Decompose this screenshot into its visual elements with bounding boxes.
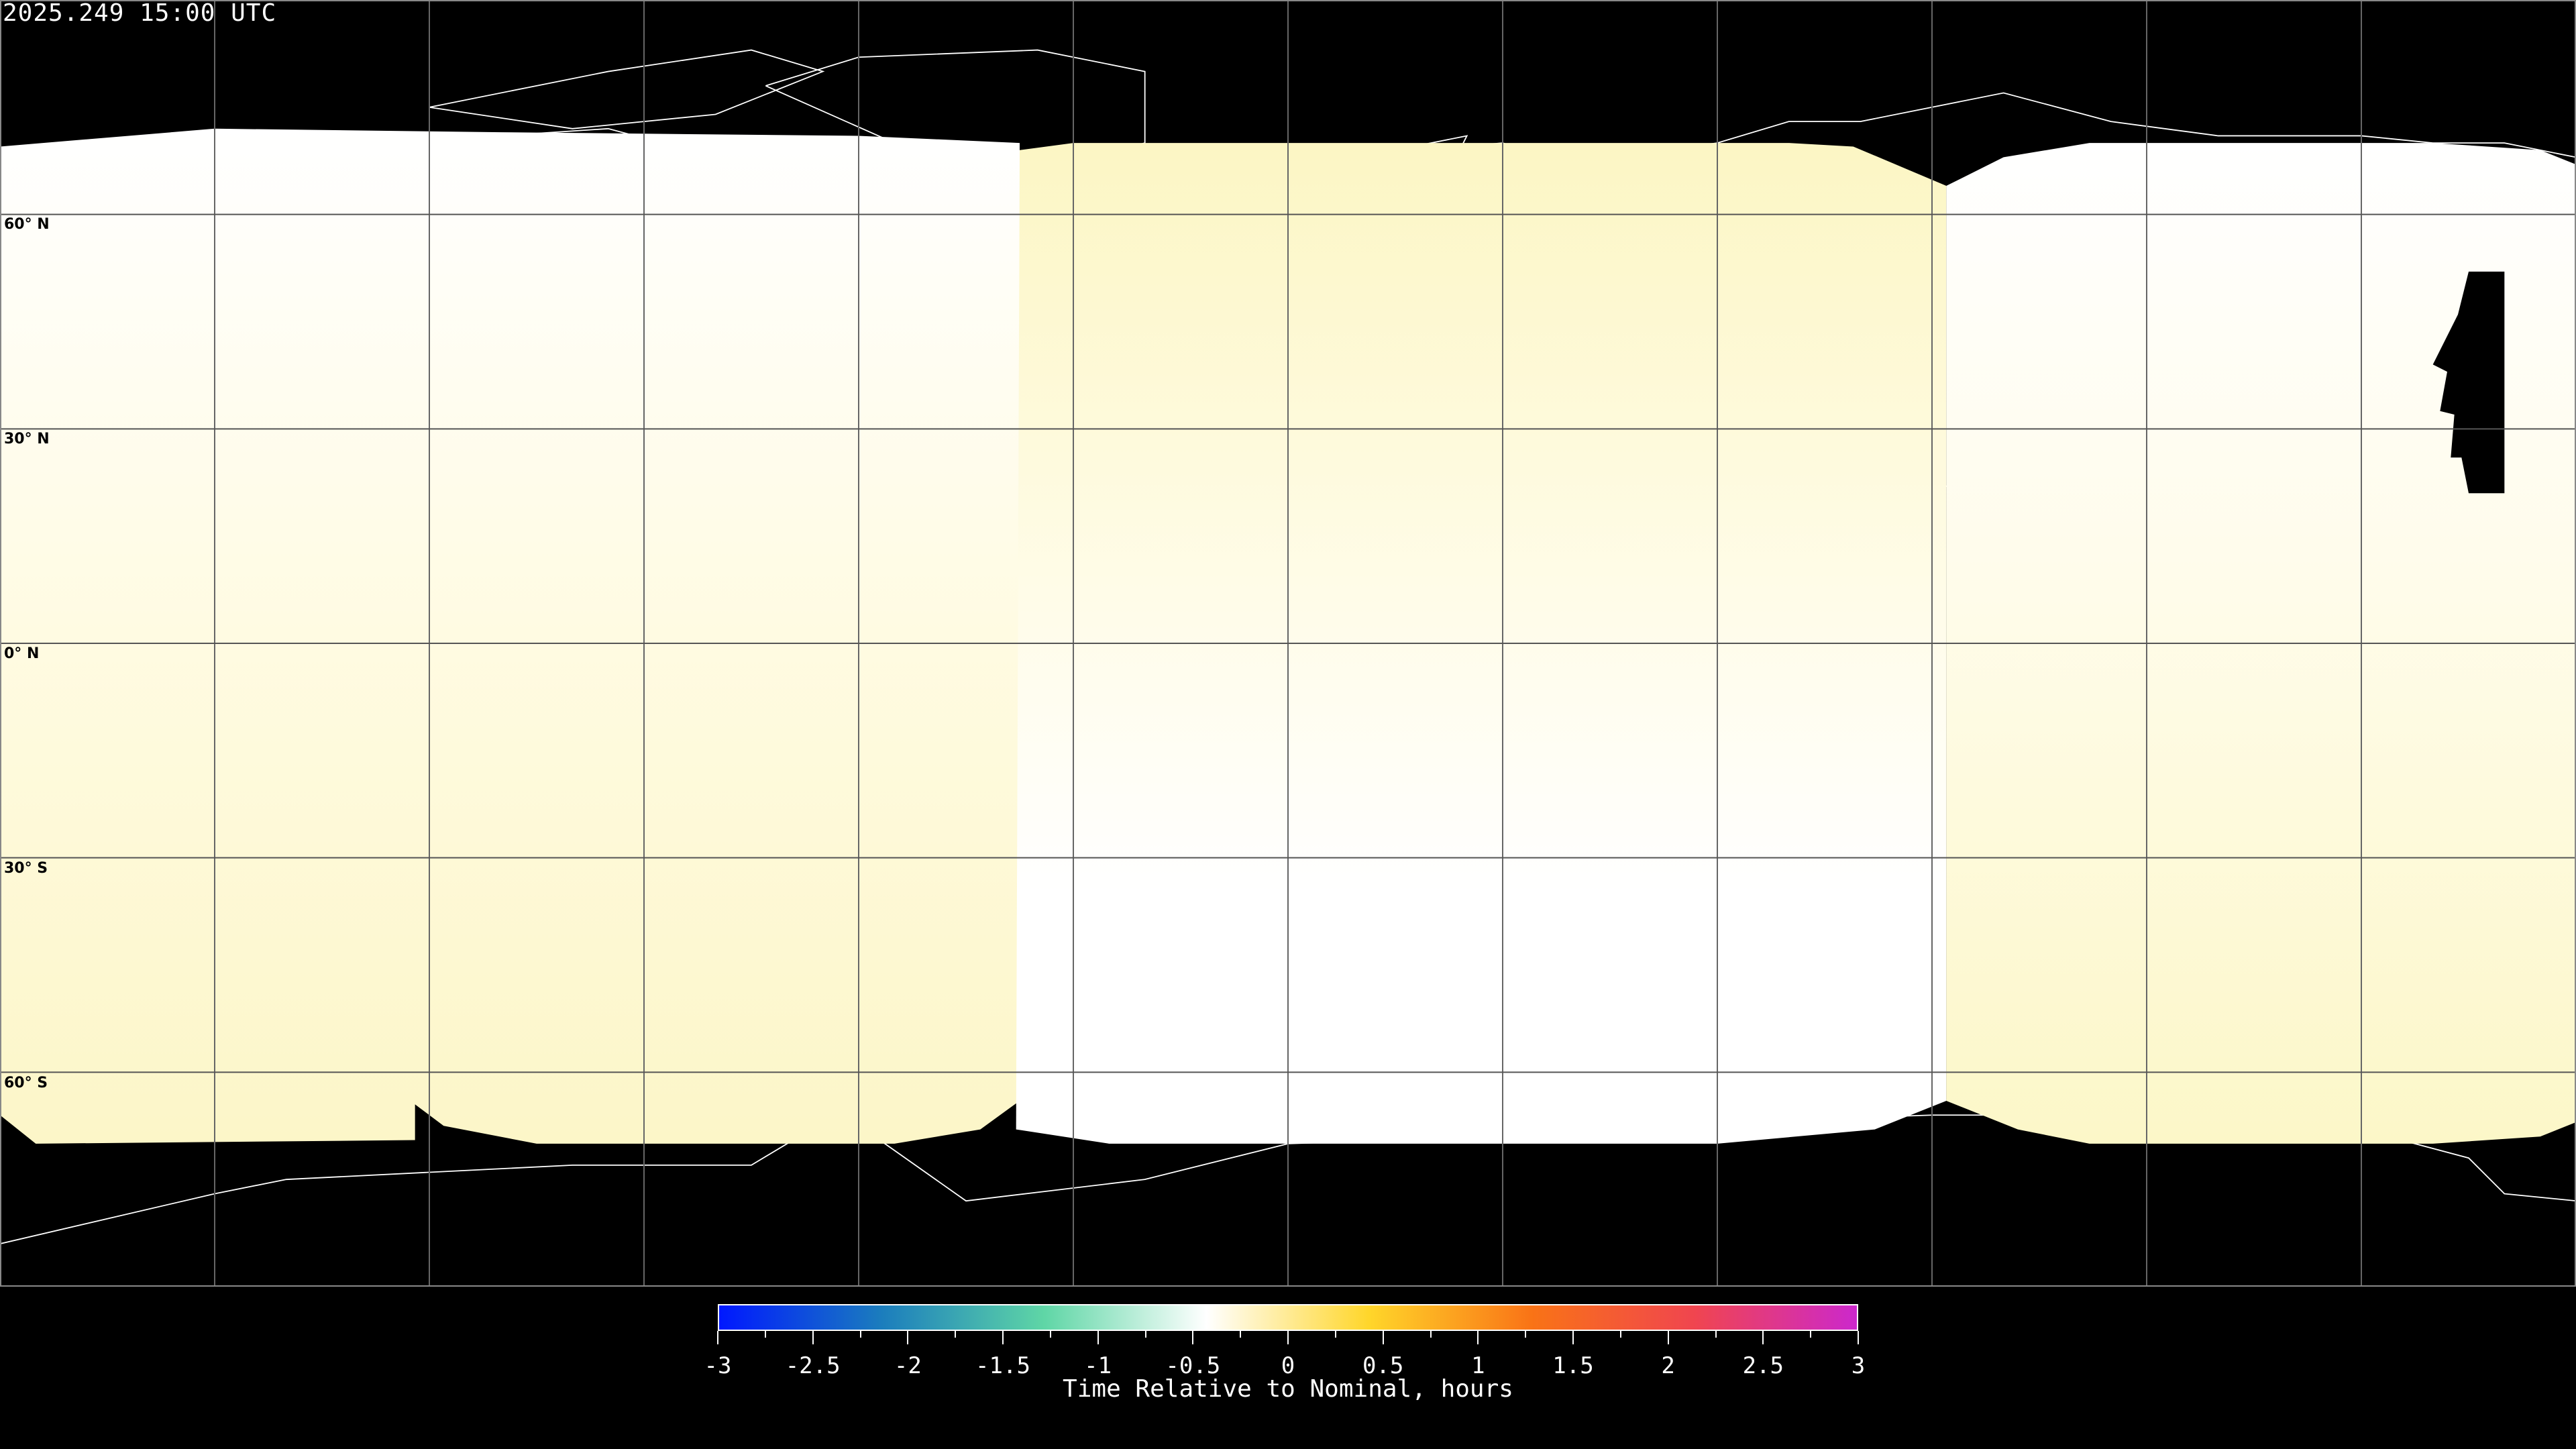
colorbar-tick: [1382, 1331, 1384, 1344]
lat-label-0n: 0° N: [4, 645, 40, 662]
lat-label-30n: 30° N: [4, 431, 50, 447]
coverage-west: [0, 128, 1020, 1144]
colorbar-tick: [764, 1331, 766, 1338]
colorbar-tick-label: 2: [1661, 1352, 1675, 1379]
colorbar-tick-label: -1.5: [975, 1352, 1030, 1379]
colorbar-tick-label: -2: [894, 1352, 922, 1379]
colorbar-tick: [1667, 1331, 1669, 1344]
world-map: [0, 0, 2576, 1287]
colorbar-tick-label: -1: [1084, 1352, 1112, 1379]
lat-label-60s: 60° S: [4, 1075, 48, 1091]
colorbar-tick: [812, 1331, 814, 1344]
graticule: [0, 0, 2576, 1287]
colorbar-tick: [1572, 1331, 1574, 1344]
colorbar-tick-label: 0.5: [1362, 1352, 1404, 1379]
colorbar-tick: [955, 1331, 957, 1338]
colorbar-tick: [1192, 1331, 1194, 1344]
colorbar-tick-label: -2.5: [785, 1352, 841, 1379]
colorbar-tick: [1858, 1331, 1859, 1344]
coastline-canadian-arctic: [429, 50, 823, 129]
colorbar-label: Time Relative to Nominal, hours: [1063, 1375, 1513, 1403]
colorbar-tick-label: 2.5: [1742, 1352, 1784, 1379]
colorbar-tick: [1144, 1331, 1146, 1338]
colorbar-tick: [1334, 1331, 1336, 1338]
colorbar-ticks: [717, 1331, 1859, 1358]
colorbar-tick-label: 3: [1851, 1352, 1866, 1379]
colorbar-tick-label: -0.5: [1165, 1352, 1221, 1379]
colorbar-tick: [907, 1331, 909, 1344]
colorbar-tick: [1049, 1331, 1051, 1338]
colorbar-tick: [1430, 1331, 1432, 1338]
colorbar-tick: [1715, 1331, 1717, 1338]
colorbar-tick: [1287, 1331, 1289, 1344]
no-data-gap: [2432, 271, 2505, 494]
timestamp-title: 2025.249 15:00 UTC: [3, 0, 277, 27]
colorbar-tick: [1525, 1331, 1527, 1338]
lat-label-60n: 60° N: [4, 216, 50, 233]
colorbar-tick-label: -3: [704, 1352, 732, 1379]
colorbar-tick: [1240, 1331, 1242, 1338]
colorbar-tick: [1762, 1331, 1764, 1344]
coastline-canadian-arctic: [429, 50, 823, 129]
colorbar-tick-label: 1.5: [1552, 1352, 1594, 1379]
colorbar-tick-label: 0: [1281, 1352, 1295, 1379]
colorbar: [718, 1304, 1858, 1331]
colorbar-tick: [1810, 1331, 1812, 1338]
colorbar-tick: [859, 1331, 861, 1338]
colorbar-tick: [1477, 1331, 1479, 1344]
colorbar-tick: [717, 1331, 718, 1344]
lat-label-30s: 30° S: [4, 860, 48, 877]
colorbar-tick: [1619, 1331, 1621, 1338]
colorbar-tick: [1097, 1331, 1099, 1344]
colorbar-tick: [1002, 1331, 1004, 1344]
colorbar-tick-label: 1: [1471, 1352, 1485, 1379]
